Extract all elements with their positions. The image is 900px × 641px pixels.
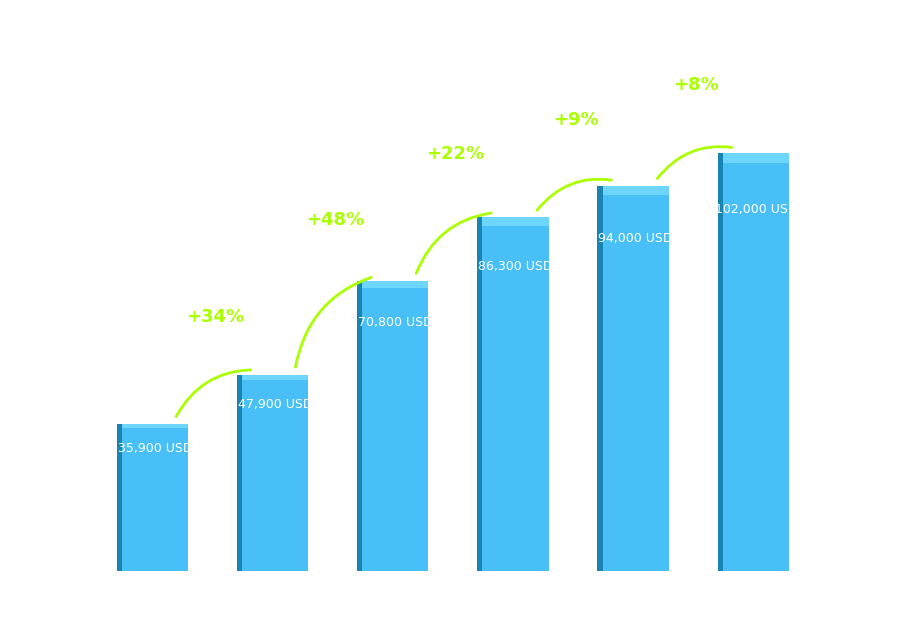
Bar xyxy=(242,375,308,571)
Text: +48%: +48% xyxy=(306,211,364,229)
Text: salary: salary xyxy=(392,613,444,628)
Bar xyxy=(122,424,188,571)
Text: +34%: +34% xyxy=(186,308,244,326)
Bar xyxy=(357,281,363,571)
Text: 47,900 USD: 47,900 USD xyxy=(238,398,312,412)
Bar xyxy=(242,375,308,379)
Text: Average Yearly Salary: Average Yearly Salary xyxy=(860,253,873,388)
FancyArrowPatch shape xyxy=(416,213,491,273)
Bar xyxy=(477,217,482,571)
FancyArrowPatch shape xyxy=(537,179,611,210)
Bar xyxy=(717,153,723,571)
Text: Dietetic Technician: Dietetic Technician xyxy=(9,49,246,74)
Text: 70,800 USD: 70,800 USD xyxy=(358,315,433,329)
Text: Salary Comparison By Experience: Salary Comparison By Experience xyxy=(9,15,744,53)
Bar xyxy=(603,186,669,196)
Text: 102,000 USD: 102,000 USD xyxy=(715,203,797,216)
Text: 94,000 USD: 94,000 USD xyxy=(598,232,673,245)
Text: explorer.com: explorer.com xyxy=(446,613,546,628)
Text: +22%: +22% xyxy=(427,146,484,163)
FancyArrowPatch shape xyxy=(176,370,250,417)
Bar xyxy=(122,424,188,428)
Bar xyxy=(363,281,428,571)
Text: +9%: +9% xyxy=(553,111,599,129)
Bar xyxy=(237,375,242,571)
Text: 35,900 USD: 35,900 USD xyxy=(118,442,193,454)
Bar xyxy=(598,186,603,571)
Bar xyxy=(482,217,548,226)
Bar xyxy=(603,186,669,571)
Bar xyxy=(723,153,789,571)
Bar xyxy=(363,281,428,288)
Bar xyxy=(723,153,789,163)
FancyArrowPatch shape xyxy=(657,147,732,179)
Bar xyxy=(117,424,122,571)
Text: 86,300 USD: 86,300 USD xyxy=(478,260,553,273)
Text: +8%: +8% xyxy=(673,76,718,94)
FancyArrowPatch shape xyxy=(295,278,371,367)
Bar xyxy=(482,217,548,571)
